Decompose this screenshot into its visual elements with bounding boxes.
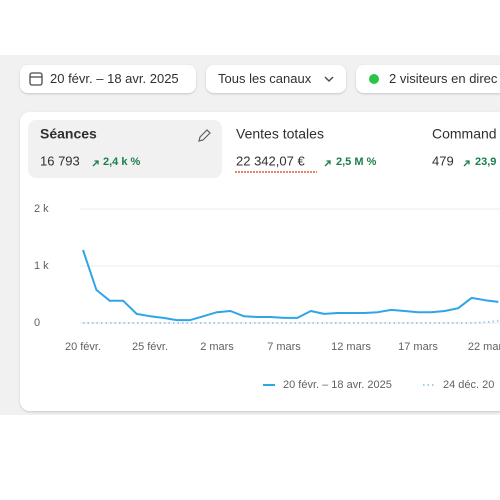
metric-change: 23,9: [475, 156, 496, 168]
y-tick-label: 1 k: [34, 260, 49, 272]
date-button[interactable]: [20, 65, 196, 93]
metric-value: 22 342,07 €: [236, 153, 305, 168]
calendar-icon: [29, 72, 43, 86]
metric-value: 16 793: [40, 153, 80, 168]
live-visitors[interactable]: 2 visiteurs en direc: [389, 71, 498, 86]
x-tick-label: 20 févr.: [65, 341, 101, 353]
x-tick-label: 17 mars: [398, 341, 438, 353]
edit-icon[interactable]: [198, 129, 211, 142]
x-tick-label: 12 mars: [331, 341, 371, 353]
live-button[interactable]: [356, 65, 500, 93]
metric-change: 2,4 k %: [103, 156, 141, 168]
metric-value: 479: [432, 153, 454, 168]
chevron-icon: [324, 76, 334, 82]
metric-selected[interactable]: [28, 120, 222, 178]
metric-label: Séances: [40, 126, 97, 142]
y-tick-label: 0: [34, 317, 40, 329]
x-tick-label: 2 mars: [200, 341, 234, 353]
channels[interactable]: Tous les canaux: [218, 71, 312, 86]
x-tick-label: 7 mars: [267, 341, 301, 353]
series-line: [82, 249, 499, 322]
x-tick-label: 25 févr.: [132, 341, 168, 353]
card: [20, 112, 500, 411]
up-arrow: [92, 160, 99, 167]
y-tick-label: 2 k: [34, 203, 49, 215]
up-arrow: [463, 160, 470, 167]
metric-label[interactable]: Ventes totales: [236, 126, 324, 142]
up-arrow: [324, 160, 331, 167]
x-tick-label: 22 mar: [468, 341, 500, 353]
date-range[interactable]: 20 févr. – 18 avr. 2025: [50, 71, 179, 86]
live-dot: [369, 74, 379, 84]
metric-change: 2,5 M %: [336, 156, 377, 168]
series-line: [83, 319, 499, 324]
channel-button[interactable]: [206, 65, 346, 93]
metric-label[interactable]: Command: [432, 126, 497, 142]
chart: 0 1 k 2 k 20 févr. 25 févr. 2 mars 7 mars 12 ma…: [34, 203, 500, 391]
legend-label: 20 févr. – 18 avr. 2025: [283, 379, 392, 391]
legend-label: 24 déc. 20: [443, 379, 494, 391]
